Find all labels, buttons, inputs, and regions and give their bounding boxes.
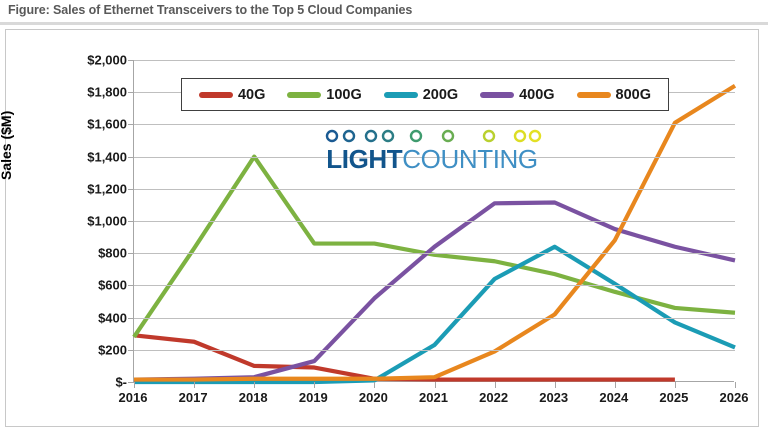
y-axis-tick-label: $200: [98, 342, 127, 358]
gridline: [134, 221, 735, 222]
x-axis-tick-label: 2022: [479, 390, 509, 405]
y-axis-tick-label: $1,000: [87, 213, 127, 229]
y-axis-tick: [128, 156, 134, 158]
y-axis-tick: [128, 188, 134, 190]
figure-caption-bar: Figure: Sales of Ethernet Transceivers t…: [0, 0, 768, 23]
series-line-800g: [134, 83, 737, 382]
gridline: [134, 349, 735, 351]
y-axis-tick-label: $-: [115, 374, 127, 390]
x-axis-tick-label: 2023: [539, 390, 569, 405]
legend-label-800g: 800G: [615, 86, 651, 103]
y-axis-tick-label: $400: [98, 310, 127, 326]
legend-item-40g[interactable]: 40G: [198, 86, 266, 103]
y-axis-tick-label: $600: [98, 277, 127, 293]
caption-divider: [0, 22, 768, 25]
x-axis-tick-label: 2017: [178, 390, 208, 405]
x-axis-tick: [374, 382, 376, 388]
legend-item-200g[interactable]: 200G: [383, 86, 459, 103]
x-axis-tick: [735, 382, 736, 388]
legend-label-100g: 100G: [326, 86, 362, 103]
y-axis-tick: [128, 60, 134, 61]
series-line-200g: [134, 244, 736, 385]
y-axis-tick: [128, 285, 134, 287]
gridline: [134, 60, 735, 61]
y-axis-tick: [128, 124, 134, 126]
x-axis-tick-label: 2024: [599, 390, 629, 405]
legend-swatch-100g: [287, 91, 322, 98]
legend-item-100g[interactable]: 100G: [287, 86, 362, 103]
y-axis-tick-label: $1,400: [87, 149, 127, 165]
legend-item-800g[interactable]: 800G: [576, 86, 651, 103]
x-axis-tick: [614, 382, 616, 388]
y-axis-tick-label: $2,000: [87, 52, 127, 68]
x-axis-tick-label: 2020: [358, 390, 388, 405]
y-axis-tick: [128, 92, 134, 94]
y-axis-tick-label: $1,800: [87, 84, 127, 100]
series-line-40g: [133, 333, 675, 382]
y-axis-tick: [128, 253, 134, 255]
x-axis-tick: [254, 382, 256, 388]
x-axis-tick: [134, 382, 135, 388]
chart-frame: Sales ($M) $2,000 $1,800 $1,600 $1,400 $1,20…: [0, 29, 759, 428]
x-axis-tick-label: 2019: [298, 390, 328, 405]
x-axis-tick-label: 2018: [238, 390, 268, 405]
y-axis-tick-label: $800: [98, 245, 127, 261]
gridline: [134, 124, 735, 126]
gridline: [134, 188, 735, 190]
legend-swatch-40g: [198, 91, 233, 98]
chart-legend: 40G 100G 200G 400G 800G: [181, 78, 669, 111]
figure-caption-text: Figure: Sales of Ethernet Transceivers t…: [8, 3, 413, 17]
legend-item-400g[interactable]: 400G: [480, 86, 555, 103]
x-axis-tick-label: 2026: [719, 390, 749, 405]
legend-swatch-800g: [576, 91, 611, 98]
gridline: [134, 253, 735, 255]
y-axis-tick-label: $1,200: [87, 181, 127, 197]
legend-label-400g: 400G: [519, 86, 555, 103]
y-axis-tick: [128, 221, 134, 222]
x-axis-tick-label: 2016: [118, 390, 148, 405]
x-axis-tick: [314, 382, 316, 388]
y-axis-tick: [128, 349, 134, 351]
series-line-100g: [132, 154, 736, 339]
gridline: [134, 317, 735, 319]
y-axis-tick: [128, 317, 134, 319]
legend-swatch-200g: [383, 91, 418, 98]
x-axis-tick: [674, 382, 676, 388]
legend-label-40g: 40G: [237, 86, 266, 103]
y-axis-tick: [128, 382, 134, 383]
x-axis-tick-label: 2021: [419, 390, 448, 405]
x-axis-tick: [194, 382, 196, 388]
legend-label-200g: 200G: [422, 86, 459, 103]
x-axis-tick: [494, 382, 496, 388]
x-axis-tick-labels: 2016 2017 2018 2019 2020 2021 2022 2023 2024 2025…: [119, 30, 749, 428]
y-axis-title: Sales ($M): [0, 110, 14, 180]
y-axis-tick-labels: $2,000 $1,800 $1,600 $1,400 $1,200 $1,000 $800…: [61, 53, 127, 390]
legend-swatch-400g: [480, 91, 515, 98]
x-axis-tick-label: 2025: [659, 390, 689, 405]
gridline: [134, 285, 735, 287]
series-line-400g: [133, 200, 736, 382]
gridline: [134, 156, 735, 158]
y-axis-tick-label: $1,600: [87, 116, 127, 132]
x-axis-tick: [434, 382, 436, 388]
x-axis-tick: [554, 382, 556, 388]
